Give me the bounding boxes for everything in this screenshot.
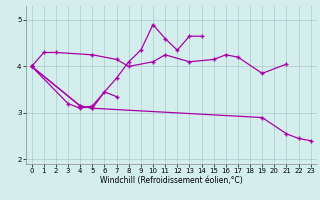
X-axis label: Windchill (Refroidissement éolien,°C): Windchill (Refroidissement éolien,°C) [100, 176, 243, 185]
